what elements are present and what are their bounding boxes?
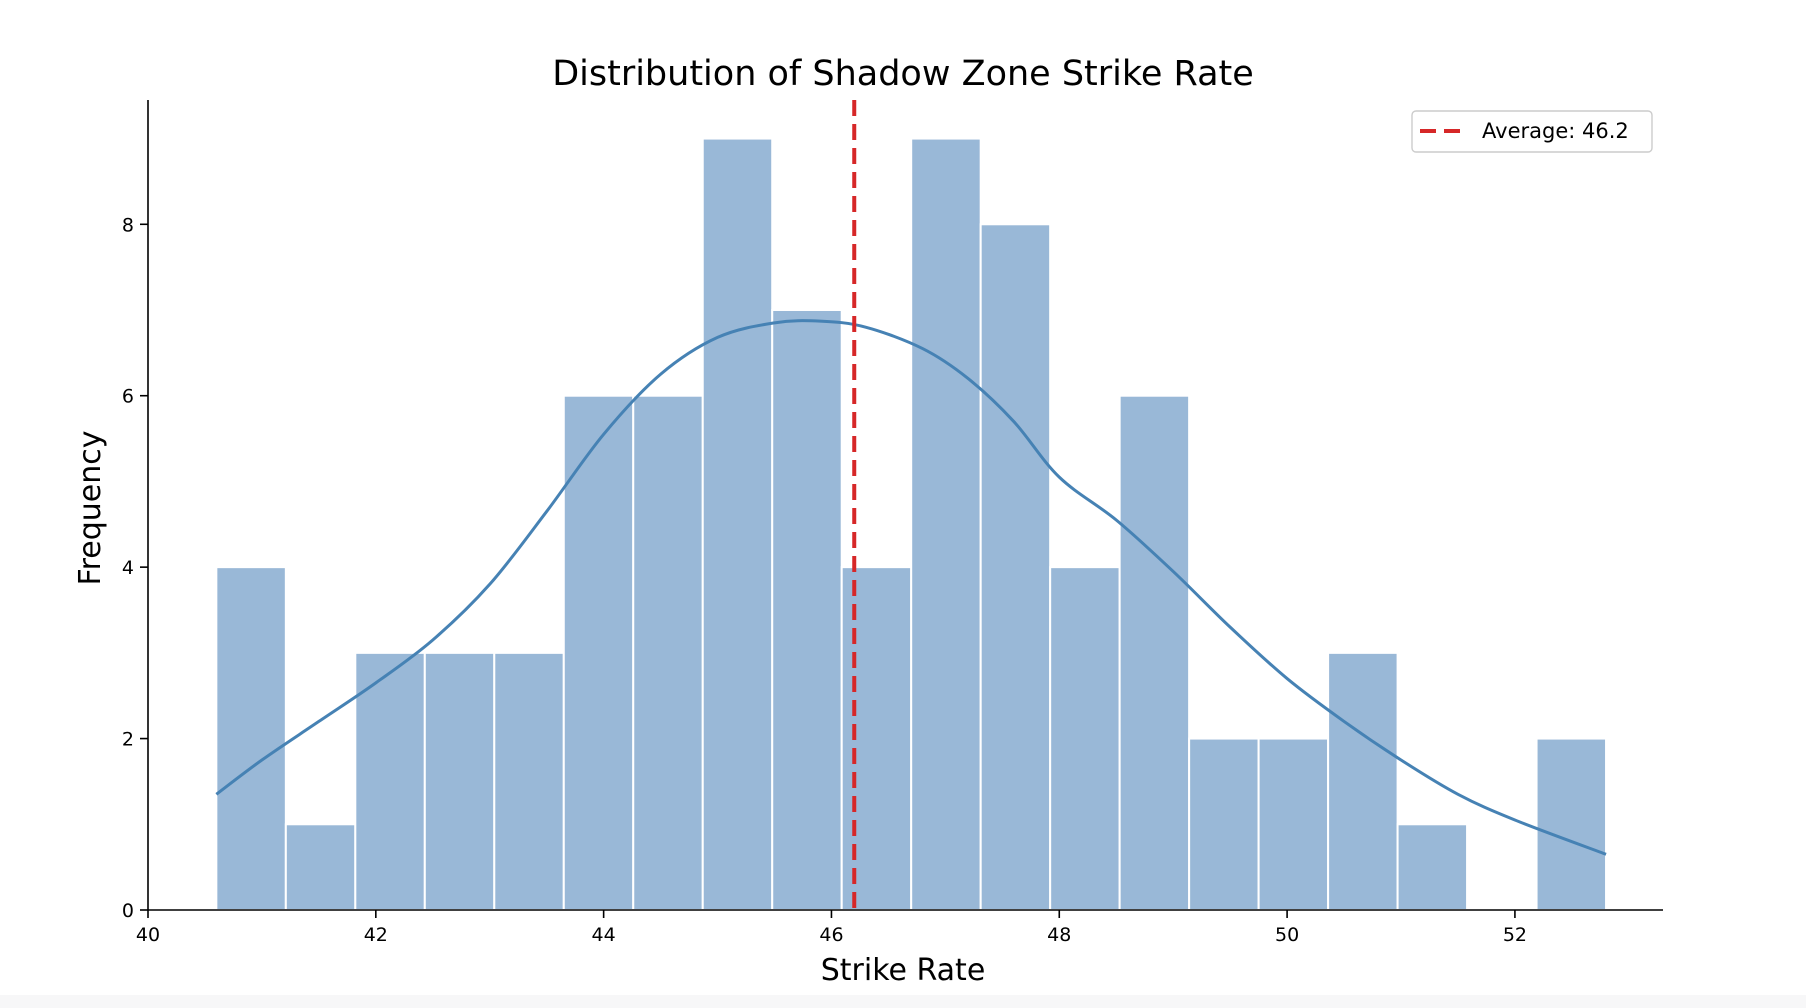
x-tick-label: 52 (1503, 924, 1527, 946)
x-tick-label: 42 (364, 924, 388, 946)
x-tick-label: 48 (1047, 924, 1071, 946)
histogram-bar (1188, 737, 1260, 911)
histogram-bar (910, 137, 982, 912)
kde-curve (215, 319, 1607, 856)
x-tick-label: 50 (1275, 924, 1299, 946)
x-axis-label: Strike Rate (821, 953, 986, 988)
histogram-bar (423, 651, 496, 911)
histogram-bar (354, 651, 426, 911)
histogram-bar (840, 566, 913, 912)
legend-label-average: Average: 46.2 (1482, 119, 1629, 143)
histogram-bar (701, 137, 774, 912)
histogram-bar (1118, 394, 1191, 911)
y-axis-ticks: 0 2 4 6 8 (122, 214, 148, 922)
histogram-bars (215, 137, 1608, 912)
histogram-bar (284, 823, 357, 911)
histogram-bar (1327, 651, 1399, 911)
x-axis-ticks: 40 42 44 46 48 50 52 (136, 910, 1527, 946)
histogram-bar (493, 651, 565, 911)
y-tick-label: 0 (122, 900, 134, 922)
x-tick-label: 44 (592, 924, 616, 946)
y-tick-label: 6 (122, 386, 134, 408)
histogram-bar (562, 394, 635, 911)
histogram-bar (632, 394, 704, 911)
histogram-bar (215, 566, 287, 912)
x-tick-label: 40 (136, 924, 160, 946)
legend-box (1411, 110, 1653, 153)
histogram-bar (1257, 737, 1330, 911)
y-tick-label: 4 (122, 557, 134, 579)
bottom-strip (0, 995, 1806, 1008)
y-tick-label: 8 (122, 214, 134, 236)
histogram-bar (1049, 566, 1121, 912)
histogram-bar (1396, 823, 1469, 911)
histogram-bar (979, 223, 1052, 912)
y-axis-label: Frequency (73, 431, 108, 586)
histogram-bar (1535, 737, 1608, 911)
chart-title: Distribution of Shadow Zone Strike Rate (552, 54, 1254, 94)
y-tick-label: 2 (122, 729, 134, 751)
x-tick-label: 46 (819, 924, 843, 946)
histogram-bar (771, 309, 843, 911)
legend: Average: 46.2 (1411, 110, 1653, 153)
